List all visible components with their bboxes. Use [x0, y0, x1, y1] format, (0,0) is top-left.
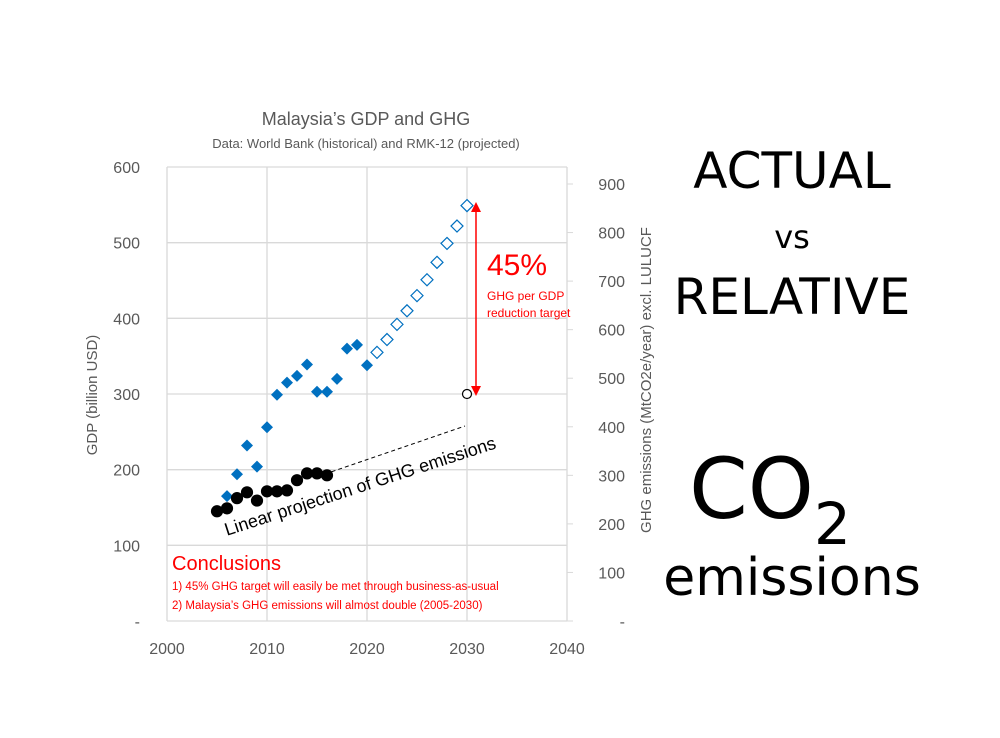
- x-tick-label: 2040: [549, 641, 585, 658]
- y-axis-label: GDP (billion USD): [84, 335, 101, 456]
- ghg-target-point: [461, 388, 473, 400]
- gdp-point: [281, 376, 293, 389]
- y-tick-label: 200: [113, 463, 140, 480]
- gdp-point: [301, 358, 313, 371]
- chart-title: Malaysia’s GDP and GHG: [262, 109, 470, 129]
- conclusion-1: 1) 45% GHG target will easily be met thr…: [172, 581, 499, 593]
- y2-tick-label: 100: [598, 565, 625, 582]
- gdp-projected-point: [380, 332, 394, 347]
- x-tick-label: 2010: [249, 641, 285, 658]
- ghg-point: [290, 474, 304, 487]
- y-tick-label: -: [135, 614, 140, 631]
- y-tick-label: 400: [113, 311, 140, 328]
- ghg-point: [260, 485, 274, 498]
- relative-heading: RELATIVE: [673, 268, 911, 326]
- x-tick-label: 2020: [349, 641, 385, 658]
- ghg-point: [210, 505, 224, 518]
- arrow-head-up: [471, 202, 481, 212]
- gdp-projected-point: [420, 272, 434, 287]
- gdp-projected-point: [440, 236, 454, 251]
- y-tick-label: 500: [113, 236, 140, 253]
- y-tick-label: 100: [113, 538, 140, 555]
- y2-axis-label: GHG emissions (MtCO2e/year) excl. LULUCF: [638, 227, 655, 533]
- projection-dashed-line: [324, 425, 466, 475]
- ghg-point: [300, 467, 314, 480]
- gdp-point: [351, 338, 363, 351]
- emissions-heading: emissions: [663, 548, 921, 608]
- gdp-point: [221, 490, 233, 503]
- gdp-point: [341, 342, 353, 355]
- gdp-projected-point: [400, 303, 414, 318]
- y-tick-label: 300: [113, 387, 140, 404]
- y2-tick-label: -: [620, 614, 625, 631]
- co2-subscript: 2: [813, 490, 851, 558]
- gdp-projected-point: [410, 288, 424, 303]
- ghg-point: [270, 485, 284, 498]
- ghg-point: [320, 469, 334, 482]
- gdp-projected-point: [450, 219, 464, 233]
- y2-tick-label: 700: [598, 274, 625, 291]
- y2-tick-label: 200: [598, 517, 625, 534]
- target-percent: 45%: [487, 249, 547, 282]
- y2-tick-label: 900: [598, 177, 625, 194]
- gdp-point: [331, 372, 343, 385]
- x-tick-label: 2030: [449, 641, 485, 658]
- arrow-head-down: [471, 386, 481, 396]
- conclusions-title: Conclusions: [172, 553, 281, 575]
- gdp-point: [231, 468, 243, 481]
- gdp-point: [251, 460, 263, 473]
- gdp-point: [271, 388, 283, 401]
- target-label-2: reduction target: [487, 306, 571, 320]
- y2-tick-label: 300: [598, 468, 625, 485]
- ghg-point: [240, 486, 254, 499]
- y2-tick-label: 600: [598, 323, 625, 340]
- gdp-point: [241, 439, 253, 452]
- y-tick-label: 600: [113, 160, 140, 177]
- gdp-point: [361, 359, 373, 372]
- vs-heading: vs: [774, 218, 810, 256]
- gdp-point: [311, 385, 323, 398]
- target-label-1: GHG per GDP: [487, 289, 564, 303]
- ghg-point: [250, 494, 264, 507]
- projection-label: Linear projection of GHG emissions: [222, 433, 498, 540]
- y2-tick-label: 500: [598, 371, 625, 388]
- co2-heading: CO2: [640, 440, 900, 558]
- ghg-point: [310, 467, 324, 480]
- ghg-point: [280, 484, 294, 497]
- chart-subtitle: Data: World Bank (historical) and RMK-12…: [212, 136, 520, 151]
- gdp-point: [261, 421, 273, 434]
- gdp-projected-point: [390, 317, 404, 332]
- gdp-projected-point: [460, 198, 474, 213]
- y2-tick-label: 800: [598, 226, 625, 243]
- y2-tick-label: 400: [598, 420, 625, 437]
- gdp-projected-point: [370, 345, 384, 360]
- grid: [166, 166, 568, 622]
- ghg-point: [230, 492, 244, 505]
- ghg-point: [220, 502, 234, 515]
- gdp-projected-point: [430, 255, 444, 270]
- actual-heading: ACTUAL: [693, 142, 891, 200]
- co2-main: CO: [689, 440, 814, 538]
- gdp-point: [291, 369, 303, 382]
- conclusion-2: 2) Malaysia’s GHG emissions will almost …: [172, 600, 483, 612]
- gdp-point: [321, 385, 333, 398]
- x-tick-label: 2000: [149, 641, 185, 658]
